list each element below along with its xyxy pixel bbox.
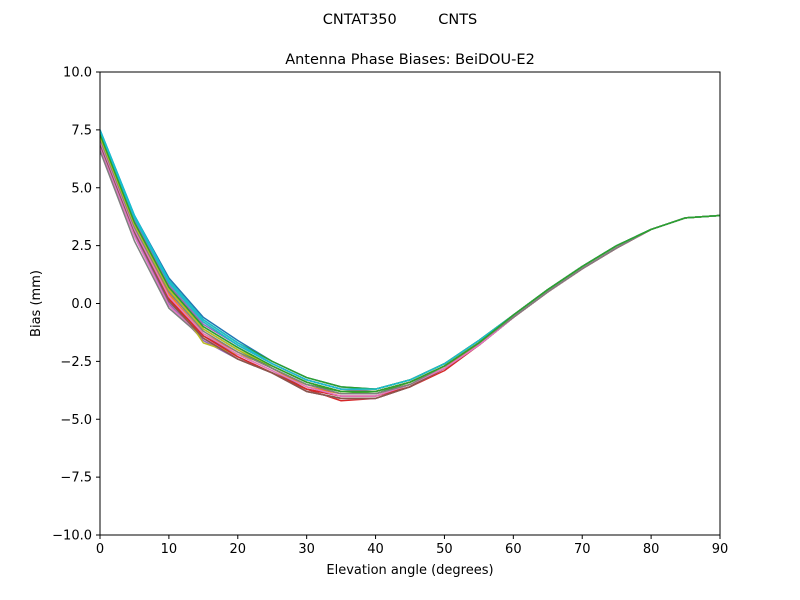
x-axis-ticks: 0 10 20 30 40 50 60 70 80 90 xyxy=(96,535,728,557)
plot-frame xyxy=(99,71,721,536)
x-tick-label: 40 xyxy=(367,542,384,557)
y-axis-label: Bias (mm) xyxy=(29,270,44,337)
series-line-17 xyxy=(100,138,720,395)
y-tick-label: 0.0 xyxy=(71,297,92,312)
chart-title: Antenna Phase Biases: BeiDOU-E2 xyxy=(285,52,535,68)
x-tick-label: 20 xyxy=(230,542,247,557)
y-tick-label: 2.5 xyxy=(71,239,92,254)
y-tick-label: −7.5 xyxy=(60,471,92,486)
y-axis-ticks: −10.0 −7.5 −5.0 −2.5 0.0 2.5 5.0 7.5 10.0 xyxy=(52,66,100,544)
x-axis-label: Elevation angle (degrees) xyxy=(326,563,493,578)
y-tick-label: −5.0 xyxy=(60,413,92,428)
x-tick-label: 60 xyxy=(505,542,522,557)
y-tick-label: −10.0 xyxy=(52,529,92,544)
series-line-20 xyxy=(100,134,720,393)
y-tick-label: −2.5 xyxy=(60,355,92,370)
x-tick-label: 30 xyxy=(298,542,315,557)
y-tick-label: 7.5 xyxy=(71,123,92,138)
y-tick-label: 10.0 xyxy=(63,66,92,81)
y-tick-label: 5.0 xyxy=(71,181,92,196)
x-tick-label: 50 xyxy=(436,542,453,557)
series-group xyxy=(100,129,720,402)
x-tick-label: 70 xyxy=(574,542,591,557)
x-tick-label: 90 xyxy=(712,542,729,557)
plot-area xyxy=(100,72,720,535)
chart-suptitle: CNTAT350 CNTS xyxy=(323,12,478,28)
x-tick-label: 0 xyxy=(96,542,104,557)
x-tick-label: 10 xyxy=(161,542,178,557)
x-tick-label: 80 xyxy=(643,542,660,557)
